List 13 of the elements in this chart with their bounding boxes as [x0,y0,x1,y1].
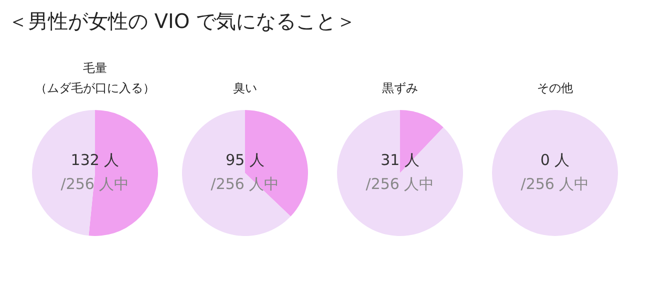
text: 0 人 [540,150,570,169]
chart-title: 臭い [233,80,257,97]
chart-title: その他 [537,80,573,97]
text: /256 人中 [60,174,130,193]
chart-title: 黒ずみ [382,80,418,97]
text: 31 人 [380,150,420,169]
text: 132 人 [70,150,120,169]
text: /256 人中 [520,174,590,193]
chart-title: ＜男性が女性の VIO で気になること＞ [8,8,356,35]
text: 95 人 [226,150,264,169]
chart-subtitle: 毛量（ムダ毛が口に入る） [34,60,156,97]
text: /256 人中 [366,174,434,193]
text: /256 人中 [210,174,280,193]
